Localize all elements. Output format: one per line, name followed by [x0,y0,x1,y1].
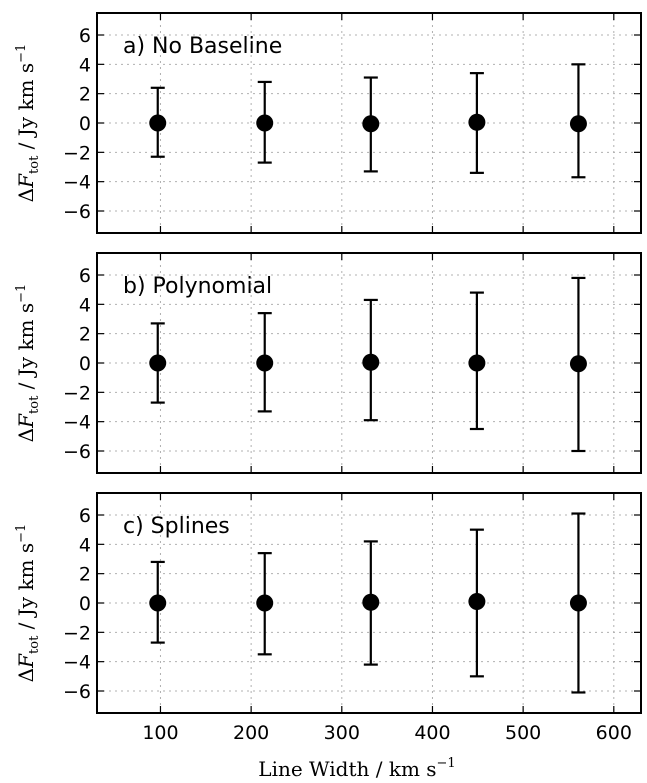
panel-title: c) Splines [123,514,230,539]
data-point [362,115,380,133]
y-axis-label: ΔFtot / Jy km s−1 [14,284,42,443]
panel-c: −6 −4 −2 0 2 4 6 c) Splines ΔFtot / Jy km s−1 [14,492,642,714]
y-axis-label: ΔFtot / Jy km s−1 [14,44,42,203]
y-tick-label: −4 [63,412,91,434]
data-point [569,594,587,612]
x-tick-label: 600 [596,722,632,744]
panel-title: b) Polynomial [123,274,272,299]
data-point [256,354,274,372]
y-tick-label: 6 [79,265,91,287]
panel-a: −6 −4 −2 0 2 4 6 a) No Baseline ΔFtot / Jy km s−… [14,12,642,234]
data-point [362,593,380,611]
y-tick-label: 4 [79,54,91,76]
x-axis-label: Line Width / km s−1 [258,756,455,781]
y-tick-label: −4 [63,172,91,194]
y-tick-label: 4 [79,294,91,316]
data-point [256,594,274,612]
y-tick-label: 0 [79,353,91,375]
x-tick-label: 200 [233,722,269,744]
y-tick-label: 4 [79,534,91,556]
panel-b: −6 −4 −2 0 2 4 6 b) Polynomial ΔFtot / Jy km s−1 [14,252,642,474]
data-point [149,354,167,372]
panel-frame [96,492,642,714]
y-axis-label: ΔFtot / Jy km s−1 [14,524,42,683]
y-tick-label: −4 [63,652,91,674]
y-tick-label: −6 [63,201,91,223]
y-tick-label: −2 [63,382,91,404]
x-tick-label: 100 [142,722,178,744]
x-tick-label: 500 [505,722,541,744]
y-tick-label: 2 [79,84,91,106]
data-point [569,115,587,133]
data-point [256,114,274,132]
y-tick-label: 0 [79,593,91,615]
y-tick-label: −6 [63,441,91,463]
y-tick-label: −6 [63,681,91,703]
panel-frame [96,12,642,234]
data-point [149,594,167,612]
x-tick-label: 400 [414,722,450,744]
y-tick-label: −2 [63,622,91,644]
data-point [468,113,486,131]
data-point [468,593,486,611]
y-tick-label: 2 [79,324,91,346]
data-point [569,355,587,373]
data-point [468,354,486,372]
data-point [149,114,167,132]
panel-title: a) No Baseline [123,34,282,59]
data-point [362,353,380,371]
y-tick-label: 6 [79,25,91,47]
y-tick-label: 2 [79,564,91,586]
y-tick-label: −2 [63,142,91,164]
y-tick-label: 0 [79,113,91,135]
x-tick-label: 300 [324,722,360,744]
y-tick-label: 6 [79,505,91,527]
panel-frame [96,252,642,474]
